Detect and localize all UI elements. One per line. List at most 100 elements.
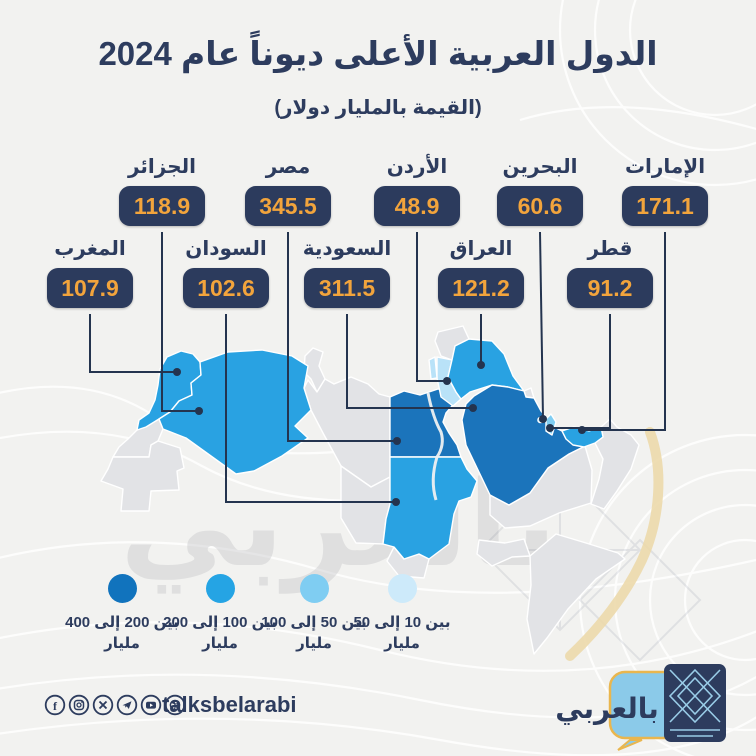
map-countries	[100, 325, 640, 655]
legend-range: بين 10 إلى 50	[353, 614, 451, 631]
map-country-tunisia	[303, 347, 326, 393]
country-value: 91.2	[587, 274, 633, 301]
country-value: 60.6	[517, 192, 563, 219]
country-label-qatar: قطر 91.2	[548, 238, 672, 308]
country-label-sudan: السودان 102.6	[164, 238, 288, 308]
country-name: الأردن	[386, 156, 448, 178]
map-country-algeria	[158, 349, 312, 475]
dot-iraq	[477, 361, 485, 369]
country-value-box: 345.5	[245, 186, 331, 226]
page-title: الدول العربية الأعلى ديوناً عام 2024	[98, 35, 658, 72]
legend-unit: مليار	[384, 635, 420, 652]
x-icon[interactable]	[92, 694, 114, 716]
dot-sudan	[392, 498, 400, 506]
country-name: العراق	[449, 238, 513, 260]
country-value: 118.9	[133, 192, 191, 219]
country-name: السودان	[185, 238, 267, 260]
connector-saudi	[346, 314, 473, 409]
country-value: 102.6	[197, 274, 255, 301]
connector-sudan	[225, 314, 396, 503]
brand-logo: بالعربي	[546, 660, 742, 752]
legend-range: بين 50 إلى 100	[261, 614, 367, 631]
dot-saudi	[469, 404, 477, 412]
country-name: قطر	[587, 238, 633, 260]
country-label-saudi: السعودية 311.5	[285, 238, 409, 308]
dot-jordan	[443, 377, 451, 385]
connector-algeria	[161, 232, 199, 412]
country-value-box: 121.2	[438, 268, 524, 308]
country-value-box: 60.6	[497, 186, 583, 226]
country-value: 311.5	[318, 274, 376, 301]
connector-jordan	[416, 232, 447, 382]
country-name: البحرين	[502, 156, 578, 178]
country-name: السعودية	[302, 238, 392, 260]
youtube-icon[interactable]	[140, 694, 162, 716]
page-subtitle: (القيمة بالمليار دولار)	[274, 97, 482, 119]
map-country-somalia	[526, 533, 626, 655]
legend-item: بين 200 إلى 400 مليار	[58, 574, 186, 654]
dot-morocco	[173, 368, 181, 376]
map-country-eritrea-djibouti	[476, 538, 531, 567]
country-value: 171.1	[636, 192, 694, 219]
country-label-bahrain: البحرين 60.6	[478, 156, 602, 226]
country-name: الإمارات	[624, 156, 706, 178]
connector-qatar	[550, 314, 611, 429]
map-country-mauritania	[100, 440, 185, 512]
legend-range: بين 100 إلى 200	[163, 614, 277, 631]
country-value: 121.2	[452, 274, 510, 301]
connector-morocco	[89, 314, 177, 373]
connector-bahrain	[539, 231, 544, 419]
dot-egypt	[393, 437, 401, 445]
country-value-box: 102.6	[183, 268, 269, 308]
legend-dot	[107, 574, 137, 603]
nile-river	[426, 392, 444, 501]
legend-unit: مليار	[104, 635, 140, 652]
facebook-icon[interactable]: f	[44, 694, 66, 716]
country-value-box: 171.1	[622, 186, 708, 226]
svg-text:f: f	[53, 699, 58, 713]
country-value-box: 107.9	[47, 268, 133, 308]
footer-bar: f talksbelarabi بالعربي	[0, 664, 756, 756]
telegram-icon[interactable]	[116, 694, 138, 716]
country-value: 107.9	[61, 274, 119, 301]
map-country-palestine	[428, 356, 438, 380]
social-handle[interactable]: talksbelarabi	[162, 692, 297, 717]
instagram-icon[interactable]	[68, 694, 90, 716]
legend-item: بين 100 إلى 200 مليار	[156, 574, 284, 654]
country-label-morocco: المغرب 107.9	[28, 238, 152, 308]
logo-wordmark: بالعربي	[555, 693, 659, 724]
legend-dot	[205, 574, 235, 603]
legend-unit: مليار	[296, 635, 332, 652]
country-label-uae: الإمارات 171.1	[603, 156, 727, 226]
connector-egypt	[287, 232, 397, 442]
logo-speech-bubble	[608, 664, 726, 751]
map-country-oman	[590, 418, 640, 510]
country-value: 345.5	[259, 192, 317, 219]
ball-icon[interactable]	[164, 694, 186, 716]
legend-item: بين 50 إلى 100 مليار	[250, 574, 378, 654]
country-name: الجزائر	[127, 156, 197, 178]
connector-uae	[582, 232, 666, 431]
legend-unit: مليار	[202, 635, 238, 652]
map-country-sudan	[382, 456, 478, 560]
dot-qatar	[546, 424, 554, 432]
country-value-box: 91.2	[567, 268, 653, 308]
country-name: مصر	[265, 156, 311, 178]
legend-range: بين 200 إلى 400	[65, 614, 179, 631]
country-value-box: 311.5	[304, 268, 390, 308]
country-value-box: 48.9	[374, 186, 460, 226]
legend-item: بين 10 إلى 50 مليار	[338, 574, 466, 654]
social-icons: f	[44, 694, 186, 716]
country-value-box: 118.9	[119, 186, 205, 226]
country-label-jordan: الأردن 48.9	[355, 156, 479, 226]
legend-dot	[387, 574, 417, 603]
country-value: 48.9	[394, 192, 440, 219]
country-name: المغرب	[54, 238, 126, 260]
country-label-egypt: مصر 345.5	[226, 156, 350, 226]
legend-dot	[299, 574, 329, 603]
map-legend: بين 200 إلى 400 مليار بين 100 إلى 200 مليار…	[0, 574, 480, 684]
